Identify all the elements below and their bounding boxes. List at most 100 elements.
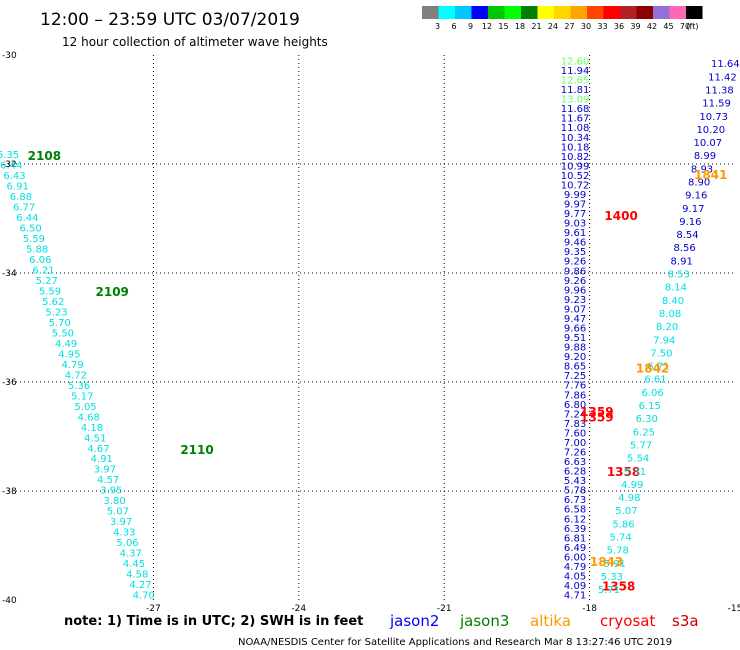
legend-swatch: [587, 6, 604, 19]
wave-height-label: 5.59: [39, 286, 61, 297]
legend-label: 70: [680, 22, 690, 31]
legend-swatch: [636, 6, 653, 19]
wave-height-label: 5.62: [42, 297, 64, 308]
wave-height-label: 7.26: [564, 447, 586, 458]
note-text: note: 1) Time is in UTC; 2) SWH is in fe…: [64, 614, 363, 629]
wave-height-label: 6.44: [16, 213, 38, 224]
track-central: 12.6011.9412.6511.8113.0911.6811.6711.08…: [561, 56, 640, 601]
wave-height-label: 9.99: [564, 190, 586, 201]
lat-label: -34: [2, 269, 17, 279]
wave-height-label: 6.91: [7, 182, 29, 193]
wave-height-label: 10.73: [699, 112, 728, 123]
satellite-tracks: 6.356.446.436.916.886.776.446.505.595.88…: [0, 56, 740, 601]
wave-height-label: 4.68: [78, 412, 100, 423]
wave-height-label: 6.30: [636, 414, 658, 425]
wave-height-label: 4.91: [91, 454, 113, 465]
wave-height-label: 5.07: [107, 507, 129, 518]
wave-height-label: 10.52: [561, 171, 590, 182]
legend-swatch: [455, 6, 472, 19]
legend-swatch: [504, 6, 521, 19]
legend-label: 6: [451, 22, 456, 31]
wave-height-label: 5.06: [116, 538, 138, 549]
footer-credit: NOAA/NESDIS Center for Satellite Applica…: [238, 637, 672, 648]
time-label: 2109: [96, 285, 129, 299]
wave-height-label: 3.95: [100, 486, 122, 497]
wave-height-label: 9.47: [564, 314, 586, 325]
wave-height-label: 4.79: [564, 562, 586, 573]
wave-height-label: 6.49: [564, 543, 586, 554]
wave-height-label: 9.46: [564, 238, 586, 249]
wave-height-label: 6.61: [644, 375, 666, 386]
wave-height-label: 4.98: [618, 493, 640, 504]
wave-height-label: 7.50: [650, 348, 672, 359]
wave-height-label: 5.31: [624, 467, 646, 478]
legend-label: 9: [468, 22, 473, 31]
map-title: 12:00 – 23:59 UTC 03/07/2019: [40, 10, 300, 30]
wave-height-label: 10.20: [696, 125, 725, 136]
wave-height-label: 4.79: [61, 360, 83, 371]
wave-height-label: 7.83: [564, 419, 586, 430]
track-west: 6.356.446.436.916.886.776.446.505.595.88…: [0, 149, 214, 602]
lon-label: -24: [291, 604, 306, 614]
wave-height-label: 7.25: [564, 371, 586, 382]
wave-height-label: 9.17: [682, 204, 704, 215]
lon-label: -15: [728, 604, 740, 614]
map-subtitle: 12 hour collection of altimeter wave hei…: [62, 35, 328, 49]
lon-label: -27: [146, 604, 161, 614]
wave-height-label: 8.14: [665, 283, 687, 294]
wave-height-label: 9.26: [564, 257, 586, 268]
legend-label: 12: [482, 22, 492, 31]
wave-height-label: 6.88: [10, 192, 32, 203]
wave-height-label: 8.91: [671, 256, 693, 267]
wave-height-label: 5.23: [45, 307, 67, 318]
wave-height-label: 5.27: [36, 276, 58, 287]
legend-swatch: [422, 6, 439, 19]
wave-height-label: 10.82: [561, 152, 590, 163]
wave-height-label: 6.80: [564, 400, 586, 411]
legend-label: 45: [663, 22, 673, 31]
legend-swatch: [438, 6, 455, 19]
legend-label: 42: [647, 22, 657, 31]
wave-height-label: 3.80: [103, 496, 125, 507]
satellite-name: cryosat: [600, 612, 655, 630]
lat-label: -32: [2, 160, 17, 170]
wave-height-label: 10.72: [561, 180, 590, 191]
time-label: 1841: [694, 168, 727, 182]
wave-height-label: 4.05: [564, 571, 586, 582]
time-label: 1358: [607, 465, 640, 479]
wave-height-label: 6.21: [32, 266, 54, 277]
axis-labels: -30 -32 -34 -36 -38 -40 -27 -24 -21 -18 -15: [2, 51, 740, 614]
satellite-name: jason2: [389, 612, 439, 630]
wave-height-label: 8.65: [564, 362, 586, 373]
wave-height-label: 4.09: [564, 581, 586, 592]
satellite-name: altika: [530, 612, 571, 630]
wave-height-label: 9.35: [564, 247, 586, 258]
wave-height-label: 11.94: [561, 66, 590, 77]
legend-label: 18: [515, 22, 525, 31]
wave-height-label: 8.99: [694, 151, 716, 162]
wave-height-label: 6.15: [639, 401, 661, 412]
wave-height-label: 5.88: [26, 245, 48, 256]
wave-height-label: 8.93: [691, 164, 713, 175]
wave-height-label: 5.91: [604, 559, 626, 570]
wave-height-label: 6.71: [647, 362, 669, 373]
wave-height-label: 6.06: [29, 255, 51, 266]
wave-height-label: 4.49: [55, 339, 77, 350]
wave-height-label: 5.54: [627, 454, 649, 465]
wave-height-label: 5.50: [52, 328, 74, 339]
wave-height-label: 5.78: [607, 546, 629, 557]
legend-swatch: [570, 6, 587, 19]
wave-height-label: 5.71: [598, 585, 620, 596]
wave-height-label: 5.86: [612, 519, 634, 530]
time-label: 2108: [28, 149, 61, 163]
wave-height-label: 4.99: [621, 480, 643, 491]
wave-height-label: 9.07: [564, 304, 586, 315]
wave-height-label: 4.70: [133, 591, 155, 602]
legend-swatch: [471, 6, 488, 19]
wave-height-label: 7.60: [564, 428, 586, 439]
wave-height-label: 7.94: [653, 335, 675, 346]
time-label: 1400: [604, 209, 637, 223]
time-label: 1358: [602, 579, 635, 593]
wave-height-label: 4.71: [564, 591, 586, 602]
